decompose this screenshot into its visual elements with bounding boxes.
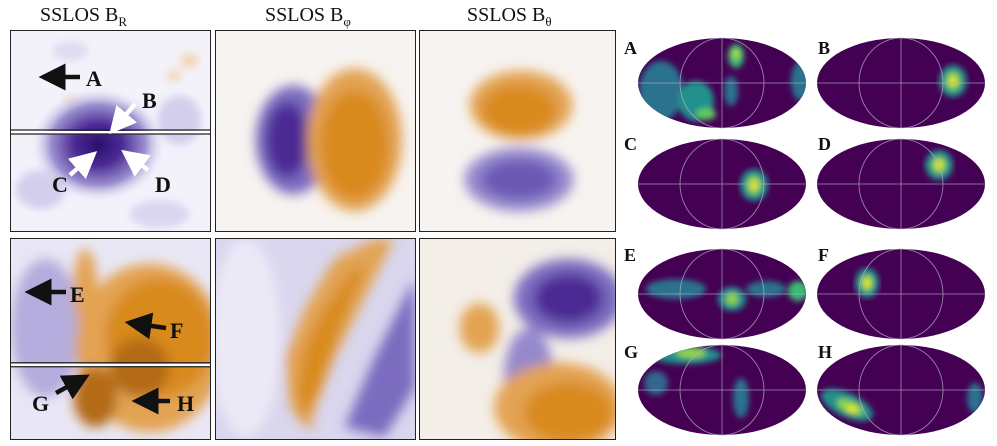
- arrow-label-g: G: [32, 391, 50, 416]
- projection-map-b: [817, 37, 985, 129]
- arrow-label-f: F: [170, 318, 184, 343]
- top-btheta-panel: [419, 30, 616, 232]
- projection-map-c: [638, 138, 806, 230]
- projection-map-a: [638, 37, 806, 129]
- header-btheta: SSLOS Bθ: [467, 4, 552, 29]
- projection-label-a: A: [624, 38, 637, 58]
- bottom-btheta-panel: [419, 238, 616, 440]
- projection-label-e: E: [624, 245, 637, 265]
- projection-label-c: C: [624, 134, 637, 154]
- arrow-label-h: H: [177, 391, 195, 416]
- header-br: SSLOS BR: [40, 4, 128, 29]
- header-bphi: SSLOS Bφ: [265, 4, 351, 29]
- arrow-label-c: C: [52, 172, 68, 197]
- arrow-label-b: B: [142, 88, 157, 113]
- projection-label-f: F: [818, 245, 829, 265]
- projection-map-e: [638, 248, 806, 340]
- top-br-panel: [10, 30, 211, 232]
- projection-label-b: B: [818, 38, 831, 58]
- arrow-label-e: E: [70, 282, 85, 307]
- projection-map-d: [817, 138, 985, 230]
- top-bphi-panel: [215, 30, 416, 232]
- projection-map-h: [817, 344, 985, 436]
- arrow-label-a: A: [86, 66, 102, 91]
- arrow-label-d: D: [155, 172, 171, 197]
- projection-label-g: G: [624, 342, 639, 362]
- bottom-bphi-panel: [215, 238, 416, 440]
- projection-label-h: H: [818, 342, 833, 362]
- projection-map-f: [817, 248, 985, 340]
- projection-label-d: D: [818, 134, 831, 154]
- projection-map-g: [638, 344, 806, 436]
